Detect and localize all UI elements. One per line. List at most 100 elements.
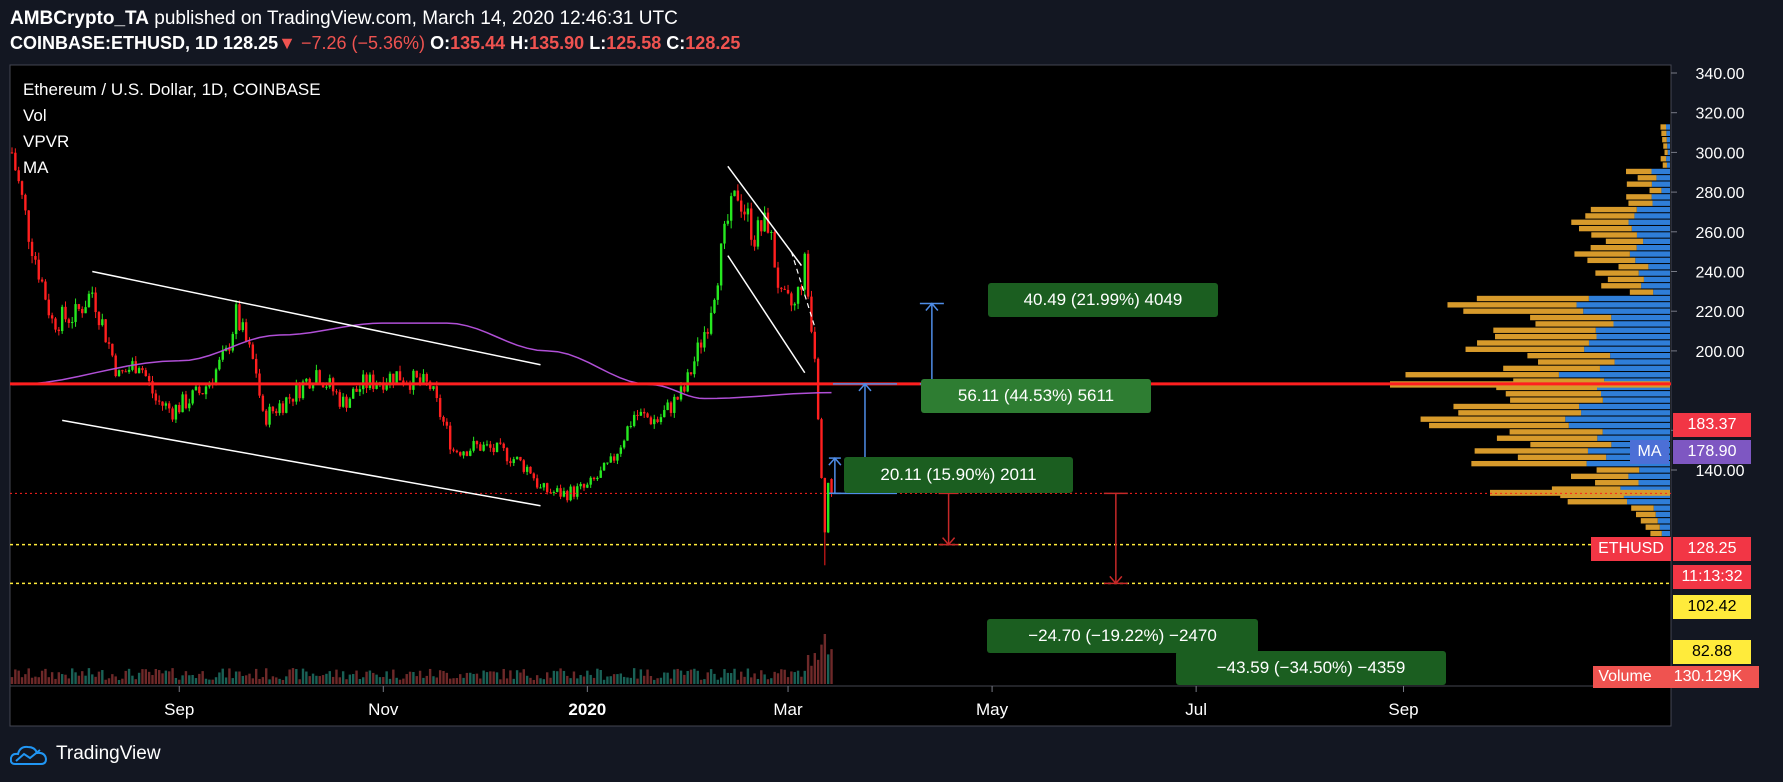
vpvr-row-down (1420, 416, 1566, 422)
candle-body (786, 289, 790, 294)
candle-body (733, 190, 736, 197)
candle-body (619, 447, 622, 454)
volume-bar (345, 679, 348, 684)
symbol-tag: ETHUSD (1591, 537, 1671, 561)
volume-bar (178, 679, 181, 684)
volume-bar (298, 679, 301, 684)
candle-body (301, 381, 305, 399)
volume-bar (546, 672, 549, 684)
measure-arrow-5 (1103, 492, 1128, 585)
vpvr-row-up (1666, 156, 1670, 162)
measure-label-4[interactable]: −24.70 (−19.22%) −2470 (987, 619, 1258, 653)
candle-body (736, 190, 740, 201)
measure-label-3[interactable]: 20.11 (15.90%) 2011 (844, 457, 1073, 493)
candle-body (311, 384, 315, 389)
measure-label-2[interactable]: 56.11 (44.53%) 5611 (921, 379, 1151, 413)
candle-body (228, 347, 231, 351)
support2-price-label: 82.88 (1673, 640, 1751, 664)
volume-bar (372, 672, 375, 684)
candle-body (499, 442, 502, 444)
legend-vol[interactable]: Vol (23, 106, 47, 125)
volume-bar (191, 674, 194, 684)
vpvr-row-up (1655, 511, 1670, 518)
vpvr-row-up (1643, 238, 1670, 245)
vpvr-row-down (1551, 486, 1621, 492)
candle-body (472, 441, 475, 451)
legend-ma[interactable]: MA (23, 158, 49, 177)
arrow-head-icon (828, 456, 842, 466)
candle-body (479, 444, 482, 451)
legend-vpvr[interactable]: VPVR (23, 132, 70, 151)
volume-bar (362, 677, 365, 684)
candle-body (44, 281, 47, 300)
candle-body (34, 256, 37, 260)
chart-pane[interactable] (9, 64, 1672, 727)
volume-bar (515, 670, 519, 684)
x-tick-label: 2020 (568, 700, 606, 719)
measure-label-1[interactable]: 40.49 (21.99%) 4049 (988, 283, 1218, 317)
trendline-4 (727, 255, 806, 374)
candle-body (448, 425, 452, 450)
volume-bar (562, 670, 566, 684)
volume-bar (231, 678, 234, 684)
trendline-1 (92, 270, 541, 366)
volume-bar (127, 668, 131, 684)
volume-bar (131, 675, 134, 684)
volume-value-label: 130.129K (1657, 666, 1759, 688)
candle-body (121, 370, 124, 372)
candle-body (412, 370, 415, 390)
candle-body (147, 376, 151, 382)
candle-body (67, 319, 71, 323)
y-tick-label: 140.00 (1696, 463, 1745, 480)
volume-bar (57, 672, 61, 684)
vpvr-row-down (1661, 130, 1667, 137)
volume-bar (663, 672, 666, 684)
candle-body (693, 361, 696, 375)
volume-bar (388, 678, 392, 684)
x-tick-label: Nov (368, 700, 399, 719)
volume-tag: Volume (1593, 666, 1657, 688)
candle-body (562, 491, 566, 497)
vpvr-row-down (1595, 270, 1639, 276)
vpvr-row-down (1477, 340, 1589, 346)
vpvr-row-down (1447, 302, 1577, 308)
volume-bar (723, 669, 726, 684)
volume-bar (291, 668, 295, 684)
volume-bar (331, 676, 335, 684)
volume-bar (157, 670, 161, 684)
volume-bar (766, 679, 770, 684)
vpvr-row-up (1643, 276, 1670, 283)
volume-bar (81, 671, 84, 684)
volume-bar (228, 668, 231, 684)
volume-bar (465, 672, 469, 684)
vpvr-row-down (1645, 524, 1660, 530)
trendline-3 (727, 165, 803, 266)
vpvr-row-down (1636, 511, 1656, 518)
arrow-head-icon (1109, 575, 1123, 585)
volume-bar (315, 675, 318, 684)
candle-body (438, 398, 442, 417)
candle-body (127, 369, 131, 372)
volume-bar (813, 653, 816, 684)
candle-body (770, 232, 773, 234)
candle-body (602, 462, 606, 471)
candle-body (251, 344, 255, 359)
volume-bar (258, 678, 261, 684)
symbol[interactable]: COINBASE:ETHUSD, 1D (10, 33, 219, 53)
candle-body (766, 212, 770, 233)
volume-bar (596, 668, 599, 684)
candle-body (512, 459, 515, 464)
volume-bar (24, 674, 27, 684)
measure-label-5[interactable]: −43.59 (−34.50%) −4359 (1176, 651, 1446, 685)
candle-body (589, 477, 592, 485)
author-name[interactable]: AMBCrypto_TA (10, 8, 149, 29)
volume-bar (137, 672, 141, 684)
volume-bar (519, 672, 522, 684)
candle-body (800, 287, 803, 290)
volume-bar (529, 677, 532, 684)
tradingview-logo[interactable]: TradingView (10, 742, 161, 766)
candle-body (178, 405, 181, 413)
volume-bar (144, 669, 147, 684)
candle-body (609, 456, 612, 463)
